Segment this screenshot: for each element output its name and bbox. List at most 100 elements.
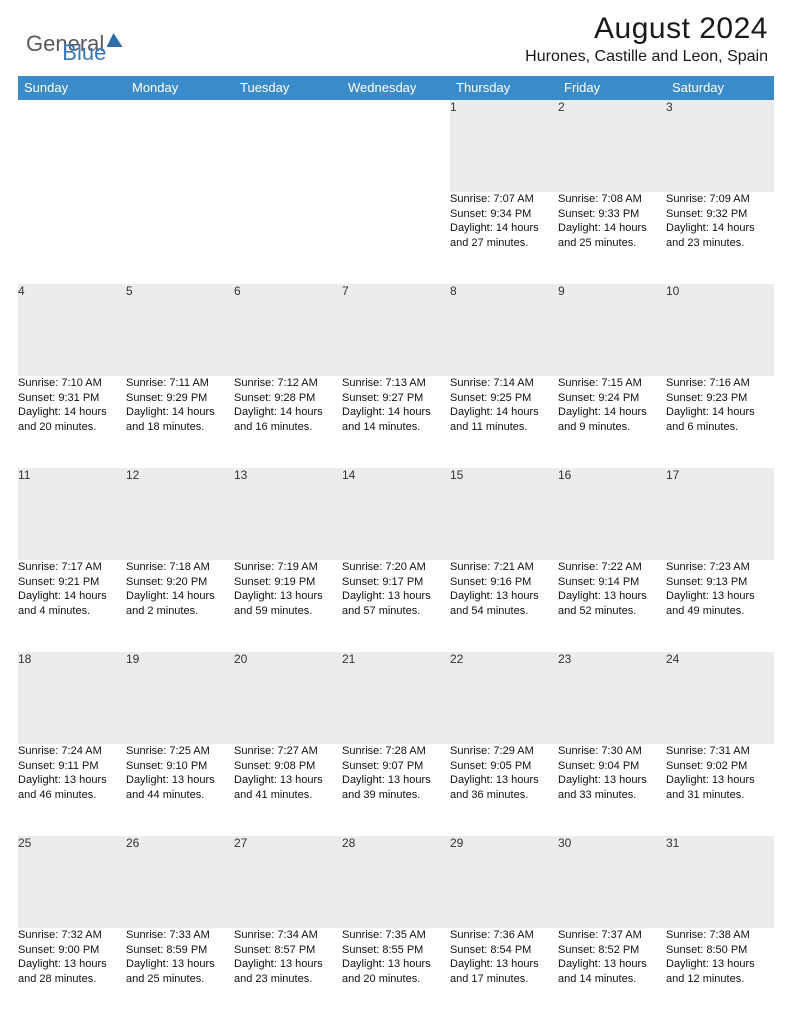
day-number-cell: 3 [666, 100, 774, 192]
sunrise-line: Sunrise: 7:33 AM [126, 928, 234, 943]
day-number-cell: 12 [126, 468, 234, 560]
daylight-line: Daylight: 13 hours and 49 minutes. [666, 589, 774, 618]
sunset-line: Sunset: 9:16 PM [450, 575, 558, 590]
sunrise-line: Sunrise: 7:11 AM [126, 376, 234, 391]
day-content-cell: Sunrise: 7:27 AMSunset: 9:08 PMDaylight:… [234, 744, 342, 836]
day-number-cell: 4 [18, 284, 126, 376]
day-content-cell [126, 192, 234, 284]
day-number-cell: 28 [342, 836, 450, 928]
day-content-cell: Sunrise: 7:07 AMSunset: 9:34 PMDaylight:… [450, 192, 558, 284]
day-content-cell [234, 192, 342, 284]
dayname-header: Saturday [666, 76, 774, 100]
day-number-cell: 20 [234, 652, 342, 744]
day-number-cell: 15 [450, 468, 558, 560]
sunrise-line: Sunrise: 7:10 AM [18, 376, 126, 391]
sunrise-line: Sunrise: 7:19 AM [234, 560, 342, 575]
sunset-line: Sunset: 8:57 PM [234, 943, 342, 958]
sunrise-line: Sunrise: 7:32 AM [18, 928, 126, 943]
sunrise-line: Sunrise: 7:14 AM [450, 376, 558, 391]
day-content-cell: Sunrise: 7:35 AMSunset: 8:55 PMDaylight:… [342, 928, 450, 1020]
day-content-cell: Sunrise: 7:14 AMSunset: 9:25 PMDaylight:… [450, 376, 558, 468]
sunset-line: Sunset: 9:10 PM [126, 759, 234, 774]
day-number-cell: 5 [126, 284, 234, 376]
sunrise-line: Sunrise: 7:08 AM [558, 192, 666, 207]
sunrise-line: Sunrise: 7:37 AM [558, 928, 666, 943]
sunset-line: Sunset: 8:55 PM [342, 943, 450, 958]
day-content-cell: Sunrise: 7:18 AMSunset: 9:20 PMDaylight:… [126, 560, 234, 652]
week-content-row: Sunrise: 7:32 AMSunset: 9:00 PMDaylight:… [18, 928, 774, 1020]
sunset-line: Sunset: 9:02 PM [666, 759, 774, 774]
week-content-row: Sunrise: 7:17 AMSunset: 9:21 PMDaylight:… [18, 560, 774, 652]
sunrise-line: Sunrise: 7:29 AM [450, 744, 558, 759]
day-content-cell: Sunrise: 7:36 AMSunset: 8:54 PMDaylight:… [450, 928, 558, 1020]
dayname-header: Monday [126, 76, 234, 100]
day-number-cell: 21 [342, 652, 450, 744]
sunset-line: Sunset: 9:28 PM [234, 391, 342, 406]
sunset-line: Sunset: 9:24 PM [558, 391, 666, 406]
week-daynum-row: 11121314151617 [18, 468, 774, 560]
sunset-line: Sunset: 9:23 PM [666, 391, 774, 406]
day-content-cell: Sunrise: 7:24 AMSunset: 9:11 PMDaylight:… [18, 744, 126, 836]
day-number-cell: 30 [558, 836, 666, 928]
sunrise-line: Sunrise: 7:24 AM [18, 744, 126, 759]
week-daynum-row: 45678910 [18, 284, 774, 376]
month-year: August 2024 [525, 12, 768, 46]
day-number-cell: 7 [342, 284, 450, 376]
daylight-line: Daylight: 13 hours and 33 minutes. [558, 773, 666, 802]
day-number-cell: 25 [18, 836, 126, 928]
sunset-line: Sunset: 8:54 PM [450, 943, 558, 958]
daylight-line: Daylight: 14 hours and 20 minutes. [18, 405, 126, 434]
day-number-cell: 16 [558, 468, 666, 560]
sunrise-line: Sunrise: 7:36 AM [450, 928, 558, 943]
sunset-line: Sunset: 9:32 PM [666, 207, 774, 222]
day-content-cell: Sunrise: 7:32 AMSunset: 9:00 PMDaylight:… [18, 928, 126, 1020]
day-content-cell: Sunrise: 7:09 AMSunset: 9:32 PMDaylight:… [666, 192, 774, 284]
day-content-cell: Sunrise: 7:28 AMSunset: 9:07 PMDaylight:… [342, 744, 450, 836]
daylight-line: Daylight: 13 hours and 25 minutes. [126, 957, 234, 986]
sunset-line: Sunset: 8:50 PM [666, 943, 774, 958]
daylight-line: Daylight: 13 hours and 36 minutes. [450, 773, 558, 802]
day-content-cell: Sunrise: 7:12 AMSunset: 9:28 PMDaylight:… [234, 376, 342, 468]
day-content-cell: Sunrise: 7:20 AMSunset: 9:17 PMDaylight:… [342, 560, 450, 652]
daylight-line: Daylight: 14 hours and 4 minutes. [18, 589, 126, 618]
dayname-header: Thursday [450, 76, 558, 100]
daylight-line: Daylight: 14 hours and 11 minutes. [450, 405, 558, 434]
day-content-cell: Sunrise: 7:08 AMSunset: 9:33 PMDaylight:… [558, 192, 666, 284]
sunset-line: Sunset: 9:21 PM [18, 575, 126, 590]
daylight-line: Daylight: 13 hours and 54 minutes. [450, 589, 558, 618]
day-number-cell: 6 [234, 284, 342, 376]
daylight-line: Daylight: 13 hours and 52 minutes. [558, 589, 666, 618]
daylight-line: Daylight: 13 hours and 20 minutes. [342, 957, 450, 986]
sunset-line: Sunset: 8:59 PM [126, 943, 234, 958]
sunset-line: Sunset: 9:00 PM [18, 943, 126, 958]
day-content-cell: Sunrise: 7:16 AMSunset: 9:23 PMDaylight:… [666, 376, 774, 468]
daylight-line: Daylight: 14 hours and 23 minutes. [666, 221, 774, 250]
sunrise-line: Sunrise: 7:25 AM [126, 744, 234, 759]
day-content-cell: Sunrise: 7:19 AMSunset: 9:19 PMDaylight:… [234, 560, 342, 652]
sunset-line: Sunset: 9:08 PM [234, 759, 342, 774]
day-number-cell: 1 [450, 100, 558, 192]
title-block: August 2024 Hurones, Castille and Leon, … [525, 12, 774, 66]
day-content-cell: Sunrise: 7:21 AMSunset: 9:16 PMDaylight:… [450, 560, 558, 652]
dayname-header: Sunday [18, 76, 126, 100]
day-number-cell: 27 [234, 836, 342, 928]
daylight-line: Daylight: 14 hours and 16 minutes. [234, 405, 342, 434]
day-number-cell: 9 [558, 284, 666, 376]
sunset-line: Sunset: 9:31 PM [18, 391, 126, 406]
day-number-cell: 22 [450, 652, 558, 744]
sunset-line: Sunset: 9:14 PM [558, 575, 666, 590]
day-number-cell: 18 [18, 652, 126, 744]
day-number-cell: 10 [666, 284, 774, 376]
day-content-cell: Sunrise: 7:17 AMSunset: 9:21 PMDaylight:… [18, 560, 126, 652]
daylight-line: Daylight: 13 hours and 31 minutes. [666, 773, 774, 802]
sunset-line: Sunset: 9:25 PM [450, 391, 558, 406]
page-header: General Blue August 2024 Hurones, Castil… [18, 12, 774, 66]
day-number-cell: 14 [342, 468, 450, 560]
sunrise-line: Sunrise: 7:09 AM [666, 192, 774, 207]
calendar-table: SundayMondayTuesdayWednesdayThursdayFrid… [18, 76, 774, 1020]
day-content-cell: Sunrise: 7:31 AMSunset: 9:02 PMDaylight:… [666, 744, 774, 836]
sunrise-line: Sunrise: 7:30 AM [558, 744, 666, 759]
daylight-line: Daylight: 14 hours and 14 minutes. [342, 405, 450, 434]
day-number-cell: 29 [450, 836, 558, 928]
dayname-header: Friday [558, 76, 666, 100]
